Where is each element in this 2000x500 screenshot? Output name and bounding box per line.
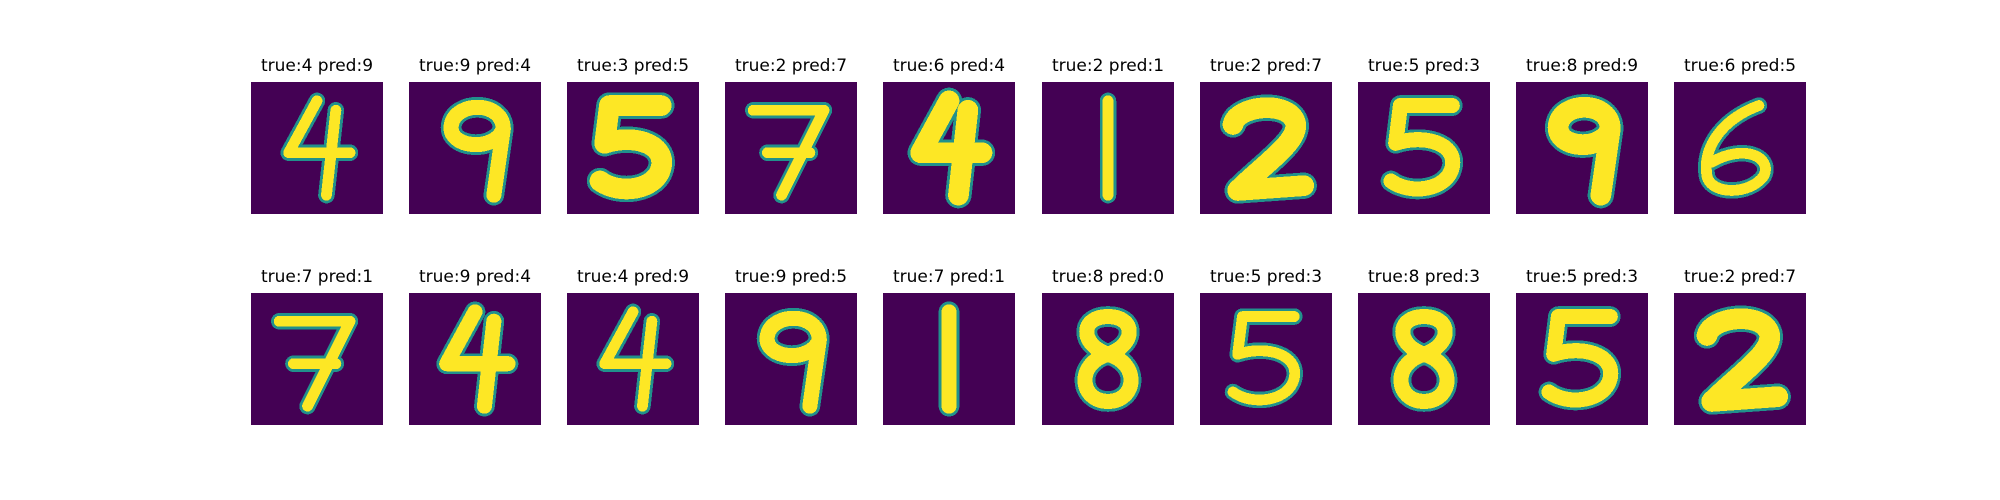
digit-image (567, 82, 699, 214)
digit-panel: true:9 pred:4 (409, 56, 541, 214)
digit-image (251, 293, 383, 425)
digit-panel: true:4 pred:9 (251, 56, 383, 214)
panel-title: true:5 pred:3 (1209, 267, 1323, 287)
digit-panel: true:7 pred:1 (251, 267, 383, 425)
panel-title: true:9 pred:4 (418, 267, 532, 287)
panel-title: true:2 pred:1 (1051, 56, 1165, 76)
panel-title: true:9 pred:5 (734, 267, 848, 287)
digit-stroke (439, 304, 516, 414)
digit-stroke (1227, 311, 1301, 406)
digit-panel: true:5 pred:3 (1200, 267, 1332, 425)
panel-title: true:9 pred:4 (418, 56, 532, 76)
digit-stroke (759, 310, 827, 414)
digit-image (1042, 293, 1174, 425)
digit-panel: true:4 pred:9 (567, 267, 699, 425)
digit-stroke (1222, 97, 1315, 201)
digit-image (251, 82, 383, 214)
panel-title: true:5 pred:3 (1525, 267, 1639, 287)
digit-stroke (1700, 100, 1771, 196)
digit-panel: true:9 pred:5 (725, 267, 857, 425)
panel-title: true:2 pred:7 (1209, 56, 1323, 76)
digit-panel: true:2 pred:7 (1200, 56, 1332, 214)
digit-panel: true:6 pred:4 (883, 56, 1015, 214)
panel-title: true:2 pred:7 (1683, 267, 1797, 287)
digit-stroke (910, 90, 993, 206)
digit-image (725, 82, 857, 214)
digit-stroke (599, 306, 672, 412)
panel-title: true:4 pred:9 (260, 56, 374, 76)
digit-panel: true:7 pred:1 (883, 267, 1015, 425)
digit-stroke (1548, 96, 1621, 206)
panel-title: true:7 pred:1 (260, 267, 374, 287)
digit-image (725, 293, 857, 425)
digit-stroke (1541, 309, 1619, 408)
digit-stroke (283, 95, 356, 201)
digit-image (1042, 82, 1174, 214)
panel-title: true:7 pred:1 (892, 267, 1006, 287)
digit-image (1674, 293, 1806, 425)
digit-image (1200, 82, 1332, 214)
panel-title: true:3 pred:5 (576, 56, 690, 76)
panel-title: true:8 pred:0 (1051, 267, 1165, 287)
panel-title: true:8 pred:3 (1367, 267, 1481, 287)
digit-panel: true:5 pred:3 (1516, 267, 1648, 425)
digit-panel: true:8 pred:9 (1516, 56, 1648, 214)
digit-stroke (1393, 309, 1455, 409)
panel-title: true:5 pred:3 (1367, 56, 1481, 76)
digit-image (1674, 82, 1806, 214)
digit-panel: true:6 pred:5 (1674, 56, 1806, 214)
digit-stroke (589, 95, 672, 200)
panel-title: true:6 pred:5 (1683, 56, 1797, 76)
digit-panel: true:2 pred:1 (1042, 56, 1174, 214)
digit-image (409, 82, 541, 214)
digit-image (409, 293, 541, 425)
digit-panel: true:5 pred:3 (1358, 56, 1490, 214)
digit-panel: true:8 pred:3 (1358, 267, 1490, 425)
digit-image (1516, 293, 1648, 425)
digit-image (1358, 293, 1490, 425)
panel-title: true:2 pred:7 (734, 56, 848, 76)
panel-title: true:6 pred:4 (892, 56, 1006, 76)
digit-panel: true:9 pred:4 (409, 267, 541, 425)
panel-title: true:8 pred:9 (1525, 56, 1639, 76)
panel-title: true:4 pred:9 (576, 267, 690, 287)
digit-stroke (443, 99, 511, 203)
digit-image (1200, 293, 1332, 425)
digit-stroke (1696, 308, 1789, 412)
digit-stroke (1077, 309, 1139, 409)
digit-panel: true:2 pred:7 (725, 56, 857, 214)
digit-stroke (1383, 98, 1461, 197)
digit-image (1358, 82, 1490, 214)
digit-image (883, 293, 1015, 425)
digit-image (1516, 82, 1648, 214)
digit-stroke (273, 315, 356, 412)
digit-panel: true:8 pred:0 (1042, 267, 1174, 425)
digit-stroke (747, 104, 830, 201)
digit-image (883, 82, 1015, 214)
digit-panel: true:2 pred:7 (1674, 267, 1806, 425)
digit-image (567, 293, 699, 425)
digit-panel: true:3 pred:5 (567, 56, 699, 214)
